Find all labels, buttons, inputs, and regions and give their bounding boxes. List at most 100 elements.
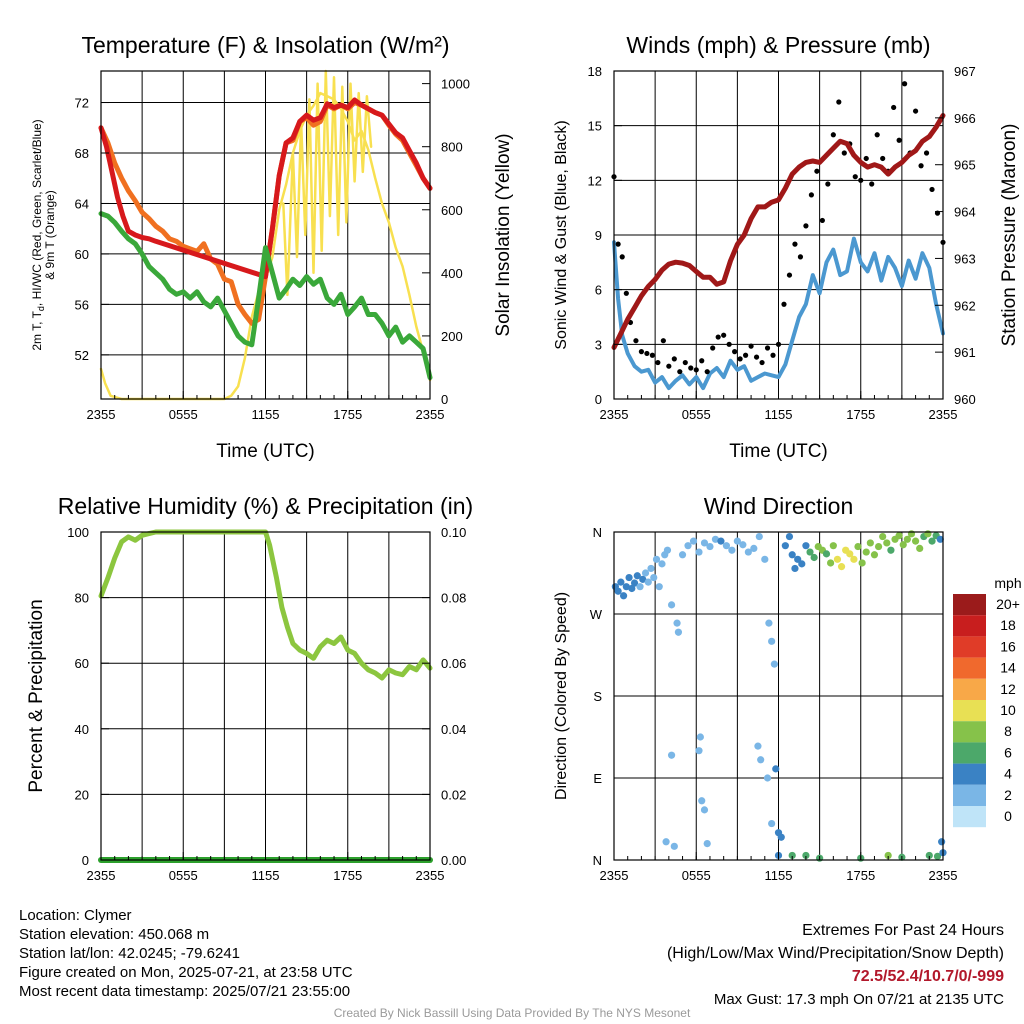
wind-ytick-label: 15 xyxy=(588,119,602,134)
rh-ylabel: Percent & Precipitation xyxy=(26,599,47,792)
wdir-point xyxy=(636,583,644,591)
temp-ytick-label: 56 xyxy=(75,297,89,312)
extremes-title: Extremes For Past 24 Hours xyxy=(802,922,1004,939)
rh-ytick-label: 60 xyxy=(75,656,89,671)
wind-gust-point xyxy=(699,358,705,364)
wind-series-pressure xyxy=(611,113,946,350)
wind-gust-point xyxy=(814,168,820,174)
temp-ylabel-sub: d xyxy=(36,306,46,311)
wdir-point xyxy=(772,765,780,773)
wdir-point xyxy=(674,628,683,636)
wdir-point xyxy=(829,542,837,550)
wdir-point xyxy=(887,546,895,554)
wdir-point xyxy=(854,542,862,551)
wind-gust-point xyxy=(786,272,793,278)
wdir-point xyxy=(711,535,720,543)
wdir-point xyxy=(788,851,796,860)
wdir-point xyxy=(717,537,725,545)
wdir-ytick-label: N xyxy=(593,853,602,868)
wind-gust-point xyxy=(896,137,902,143)
wdir-point xyxy=(733,537,741,545)
temp-ylabel-line2: & 9m T (Orange) xyxy=(43,190,57,280)
rh-xtick-label: 0555 xyxy=(169,868,198,883)
extremes-max-gust: Max Gust: 17.3 mph On 07/21 at 2135 UTC xyxy=(713,991,1004,1008)
wdir-xtick-label: 2355 xyxy=(600,868,629,883)
wdir-legend-swatch xyxy=(953,657,986,679)
wdir-point xyxy=(810,553,818,562)
wind-xlabel: Time (UTC) xyxy=(729,441,828,462)
rh-panel: 2355 0555 1155 1755 23550204060801000.000.02… xyxy=(26,493,473,883)
station-info: Location: Clymer Station elevation: 450.… xyxy=(19,906,353,1001)
wind-y2tick-label: 962 xyxy=(954,298,976,313)
wdir-point xyxy=(911,537,920,545)
rh-y2tick-label: 0.00 xyxy=(441,853,466,868)
wdir-point xyxy=(802,851,810,860)
wind-ytick-label: 12 xyxy=(588,173,602,188)
wind-gust-point xyxy=(655,359,661,366)
wind-gust-point xyxy=(759,359,765,366)
wdir-point xyxy=(791,564,799,573)
wind-gust-point xyxy=(737,356,743,362)
wind-title: Winds (mph) & Pressure (mb) xyxy=(626,32,930,58)
wdir-point xyxy=(625,573,633,582)
wind-ytick-label: 0 xyxy=(595,392,602,407)
wdir-point xyxy=(785,532,794,541)
wind-panel: 2355 0555 1155 1755 235503691215189609619629… xyxy=(553,32,1020,462)
temp-ytick-label: 68 xyxy=(75,146,89,161)
temp-ylabel-rest: , HI/WC (Red, Green, Scarlet/Blue) xyxy=(30,119,44,306)
wind-y2tick-label: 961 xyxy=(954,345,976,360)
wdir-point xyxy=(928,537,936,545)
rh-ytick-label: 20 xyxy=(75,787,89,802)
wind-gust-point xyxy=(715,334,721,340)
wdir-point xyxy=(698,797,706,805)
temp-series-solar_spiky xyxy=(282,69,373,297)
rh-xtick-label: 1755 xyxy=(333,868,362,883)
wind-y2label: Station Pressure (Maroon) xyxy=(999,124,1020,347)
wdir-point xyxy=(658,560,666,568)
wdir-point xyxy=(884,851,892,860)
wind-xtick-label: 1155 xyxy=(765,407,793,422)
temp-title: Temperature (F) & Insolation (W/m²) xyxy=(81,32,449,58)
extremes-subtitle: (High/Low/Max Wind/Precipitation/Snow De… xyxy=(666,945,1004,962)
extremes-panel: Extremes For Past 24 Hours (High/Low/Max… xyxy=(667,919,1004,1011)
rh-ytick-label: 40 xyxy=(75,722,89,737)
wind-ytick-label: 3 xyxy=(595,337,602,352)
wind-gust-point xyxy=(704,369,710,375)
wind-gust-point xyxy=(764,345,771,351)
wind-gust-point xyxy=(748,343,754,349)
wind-gust-point xyxy=(825,181,831,187)
wdir-legend-label: 18 xyxy=(1000,617,1016,633)
wdir-legend-swatch xyxy=(953,806,986,828)
wind-xtick-label: 0555 xyxy=(682,407,711,422)
wdir-legend-label: 6 xyxy=(1004,744,1012,760)
wdir-point xyxy=(650,573,658,582)
wdir-point xyxy=(883,539,891,547)
wind-y2tick-label: 960 xyxy=(954,392,976,407)
wdir-point xyxy=(706,542,714,551)
wdir-point xyxy=(933,852,942,860)
wind-gust-point xyxy=(836,99,842,105)
wind-gust-point xyxy=(649,352,655,358)
wind-gust-point xyxy=(863,155,869,162)
wdir-point xyxy=(678,551,687,559)
wdir-point xyxy=(895,532,903,540)
rh-ytick-label: 100 xyxy=(67,525,89,540)
wdir-point xyxy=(777,833,785,841)
figure-created: Figure created on Mon, 2025-07-21, at 23… xyxy=(19,964,353,981)
wdir-point xyxy=(925,851,933,860)
wind-gust-point xyxy=(874,132,880,138)
wdir-legend-label: 16 xyxy=(1000,638,1016,654)
temp-xtick-label: 2355 xyxy=(87,407,116,422)
wdir-legend-label: 4 xyxy=(1004,766,1012,782)
wdir-ytick-label: N xyxy=(593,525,602,540)
wdir-point xyxy=(703,840,711,848)
wind-gust-point xyxy=(710,345,716,351)
wdir-point xyxy=(826,559,835,567)
recent-timestamp: Most recent data timestamp: 2025/07/21 2… xyxy=(19,983,351,1000)
wind-gust-point xyxy=(743,352,749,358)
wdir-point xyxy=(614,587,622,595)
wdir-point xyxy=(667,601,676,609)
wdir-xtick-label: 1755 xyxy=(846,868,875,883)
wdir-point xyxy=(617,578,625,586)
